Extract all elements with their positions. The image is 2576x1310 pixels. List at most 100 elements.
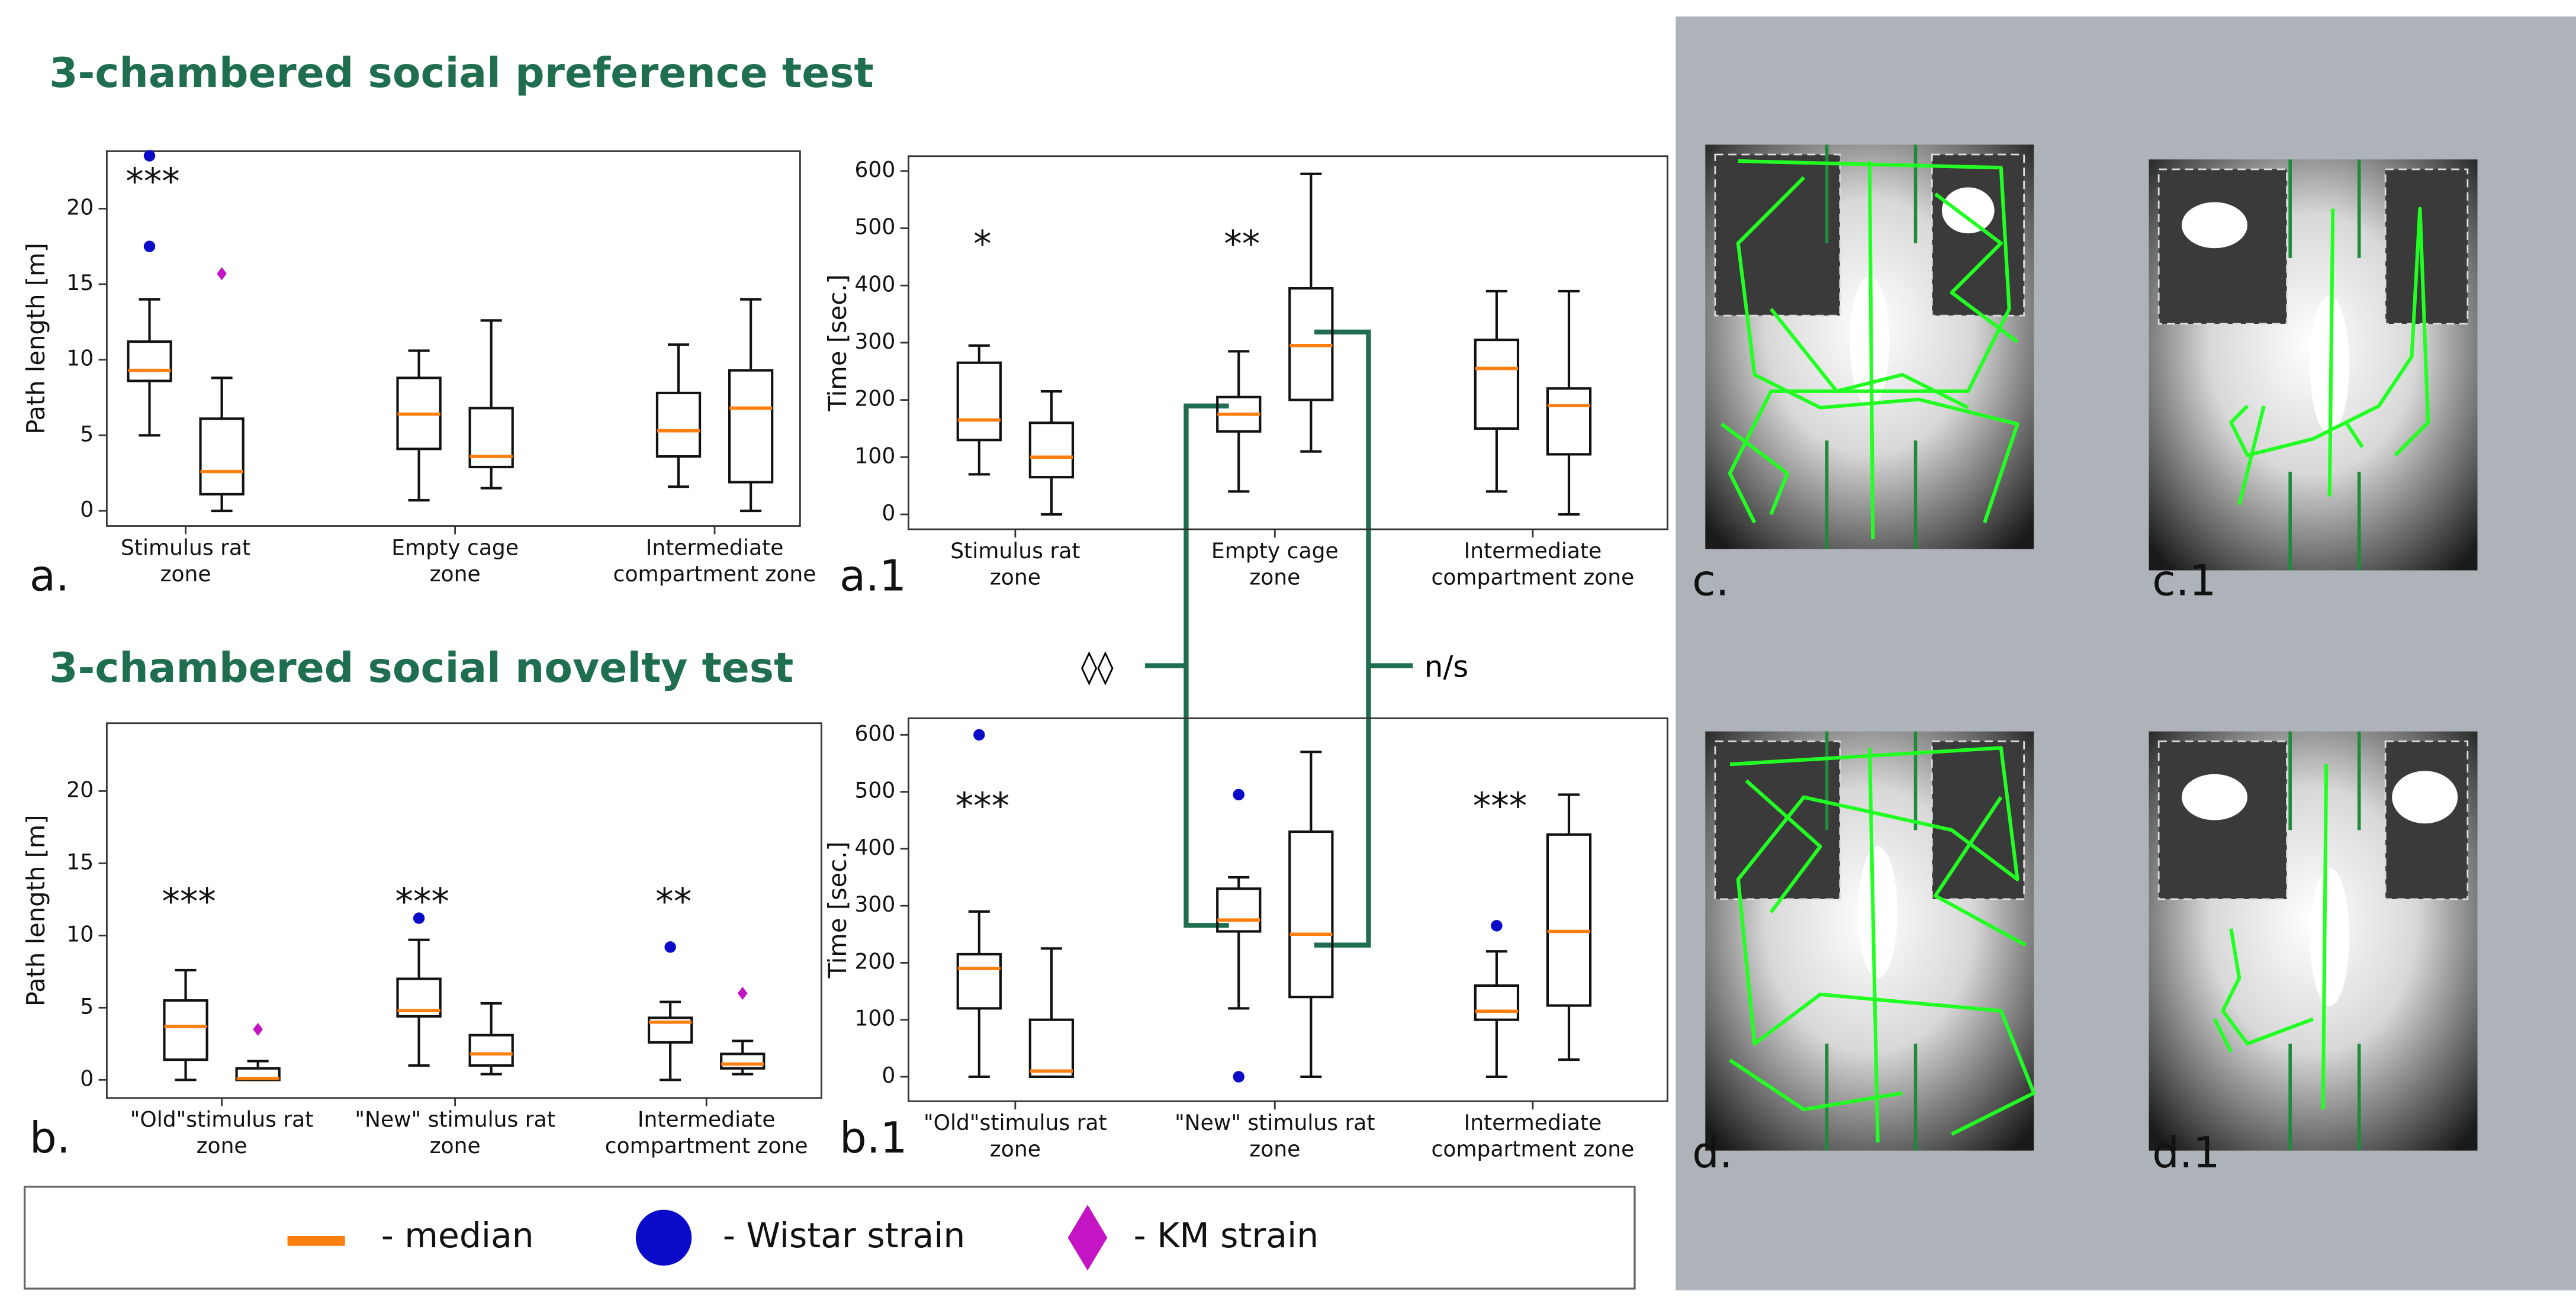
y-tick-label: 500 — [854, 778, 895, 803]
y-tick-label: 15 — [66, 849, 94, 874]
outlier — [973, 729, 985, 741]
arena-c — [1705, 144, 2034, 549]
x-tick-label: "Old"stimulus rat zone — [924, 1111, 1107, 1161]
box — [1216, 887, 1262, 933]
y-tick-label: 5 — [80, 421, 94, 446]
x-tick-label: Intermediate compartment zone — [605, 1108, 808, 1158]
box — [1028, 421, 1075, 479]
plot-frame — [105, 150, 801, 527]
x-tick-label: "Old"stimulus rat zone — [130, 1108, 314, 1158]
y-tick-label: 20 — [66, 777, 94, 802]
y-tick-label: 0 — [80, 497, 94, 522]
x-tick-label: Intermediate compartment zone — [1432, 1111, 1635, 1161]
y-tick-label: 300 — [854, 329, 895, 354]
y-axis-label: Path length [m] — [21, 815, 50, 1006]
y-tick-label: 15 — [66, 271, 94, 295]
title: 3-chambered social novelty test — [49, 645, 793, 692]
panel-label: b. — [30, 1113, 70, 1163]
y-tick-label: 200 — [854, 387, 895, 411]
box — [127, 340, 172, 382]
x-tick-label: "New" stimulus rat zone — [1175, 1111, 1375, 1161]
panel-label: d.1 — [2152, 1128, 2220, 1178]
significance: ** — [655, 881, 692, 923]
box — [647, 1016, 693, 1044]
title: 3-chambered social preference test — [49, 50, 873, 97]
box — [956, 361, 1002, 442]
box — [1288, 830, 1334, 999]
x-tick-label: Intermediate compartment zone — [1432, 539, 1635, 590]
legend-label: - Wistar strain — [723, 1215, 965, 1256]
y-tick-label: 0 — [80, 1066, 94, 1091]
panel-label: a. — [30, 551, 69, 601]
y-axis-label: Path length [m] — [21, 243, 50, 434]
y-tick-label: 300 — [854, 892, 895, 917]
box — [468, 1034, 514, 1067]
plot-frame — [908, 717, 1668, 1102]
box — [1546, 387, 1592, 456]
comparison-brackets — [1145, 329, 1413, 948]
box — [1474, 339, 1520, 430]
y-tick-label: 5 — [80, 994, 94, 1019]
y-tick-label: 400 — [854, 835, 895, 860]
y-tick-label: 10 — [66, 346, 94, 371]
y-tick-label: 10 — [66, 922, 94, 947]
arena-c1 — [2149, 159, 2478, 571]
outlier — [664, 941, 676, 953]
panel-label: c. — [1692, 556, 1729, 606]
x-tick-label: Stimulus rat zone — [121, 535, 250, 586]
significance: *** — [956, 786, 1010, 828]
outlier — [1491, 920, 1503, 932]
outlier — [1233, 1071, 1244, 1083]
panel-label: a.1 — [840, 551, 906, 601]
legend-swatch — [1067, 1205, 1108, 1271]
legend-swatch — [635, 1209, 692, 1266]
panel-label: d. — [1692, 1128, 1733, 1178]
x-tick-label: Empty cage zone — [391, 535, 519, 586]
outlier — [143, 240, 156, 252]
outlier — [143, 150, 156, 162]
significance: *** — [162, 881, 216, 923]
arena-d — [1705, 731, 2036, 1151]
x-tick-label: Stimulus rat zone — [950, 539, 1080, 590]
box — [1474, 984, 1520, 1021]
comparison-label: n/s — [1424, 650, 1468, 684]
bracket — [1314, 329, 1371, 948]
box — [396, 977, 442, 1018]
box — [655, 391, 702, 458]
y-tick-label: 600 — [854, 157, 895, 182]
panel-label: c.1 — [2152, 556, 2216, 606]
y-tick-label: 400 — [854, 272, 895, 297]
significance: ** — [1224, 223, 1260, 265]
significance: *** — [1473, 786, 1527, 828]
y-tick-label: 200 — [854, 949, 895, 974]
x-tick-label: "New" stimulus rat zone — [355, 1108, 555, 1158]
box — [956, 952, 1002, 1010]
outlier — [413, 912, 425, 924]
box — [1546, 833, 1592, 1007]
outlier — [737, 986, 748, 1000]
box — [468, 407, 514, 469]
legend-label: - KM strain — [1134, 1215, 1319, 1256]
significance: *** — [126, 161, 180, 203]
box — [1028, 1018, 1075, 1079]
x-tick-label: Intermediate compartment zone — [613, 535, 816, 586]
plot-frame — [105, 722, 822, 1099]
significance: * — [973, 223, 992, 265]
y-tick-label: 0 — [882, 1063, 895, 1088]
panel-label: b.1 — [840, 1113, 908, 1163]
outlier — [253, 1022, 263, 1037]
legend-label: - median — [381, 1215, 534, 1256]
y-tick-label: 100 — [854, 443, 895, 468]
box — [199, 417, 245, 496]
box — [163, 999, 208, 1061]
outlier — [1233, 788, 1244, 801]
y-axis-label: Time [sec.] — [823, 274, 852, 411]
legend-box — [23, 1186, 1636, 1290]
arena-d1 — [2149, 731, 2478, 1151]
box — [720, 1052, 766, 1070]
x-tick-label: Empty cage zone — [1211, 539, 1339, 590]
comparison-label: ◊◊ — [1081, 648, 1114, 686]
y-tick-label: 500 — [854, 215, 895, 240]
y-tick-label: 100 — [854, 1006, 895, 1031]
